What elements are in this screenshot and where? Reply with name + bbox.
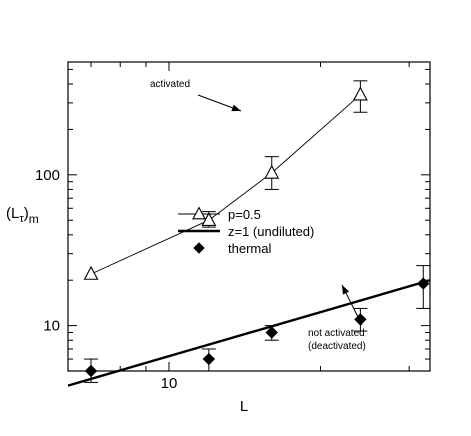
axis-tick-labels: 10 10 100 bbox=[35, 167, 177, 392]
series-layer bbox=[67, 80, 431, 387]
y-axis-label-close: ) bbox=[24, 205, 29, 222]
series-z1 bbox=[67, 279, 431, 387]
legend-marker-thermal bbox=[193, 242, 205, 254]
series-p05-point bbox=[264, 164, 280, 179]
y-axis-label-open: (L bbox=[6, 205, 19, 222]
legend-label-z1: z=1 (undiluted) bbox=[228, 224, 314, 239]
series-p05-point bbox=[352, 86, 368, 101]
x-axis-label: L bbox=[240, 398, 248, 415]
series-thermal-point bbox=[265, 326, 278, 339]
legend-label-thermal: thermal bbox=[228, 241, 271, 256]
series-p05-line bbox=[90, 94, 361, 275]
series-p05-point bbox=[83, 265, 99, 280]
series-z1-line bbox=[67, 279, 431, 387]
y-axis-label-subscript: m bbox=[29, 212, 39, 226]
annotation-activated-arrow bbox=[197, 94, 242, 112]
annotation-deactivated: (deactivated) bbox=[308, 341, 366, 352]
series-thermal bbox=[84, 265, 431, 383]
axis-ticks bbox=[68, 62, 430, 372]
annotations: activated not activated (deactivated) bbox=[150, 79, 366, 352]
y-axis-label-sub: τ bbox=[19, 213, 24, 225]
y-tick-label: 100 bbox=[35, 167, 60, 184]
annotation-not-activated: not activated bbox=[308, 328, 365, 339]
y-axis-label: (Lτ)m bbox=[6, 205, 39, 226]
series-thermal-point bbox=[417, 277, 430, 290]
y-tick-label: 10 bbox=[43, 318, 60, 335]
x-tick-label: 10 bbox=[161, 375, 178, 392]
annotation-activated: activated bbox=[150, 79, 190, 90]
arrow-head bbox=[342, 285, 350, 295]
series-thermal-point bbox=[354, 313, 367, 326]
legend-label-p05: p=0.5 bbox=[228, 207, 261, 222]
series-thermal-point bbox=[202, 352, 216, 366]
series-p05 bbox=[83, 80, 368, 280]
legend-item-z1: z=1 (undiluted) bbox=[178, 224, 314, 239]
legend: p=0.5 z=1 (undiluted) thermal bbox=[178, 206, 314, 256]
arrow-head bbox=[231, 104, 241, 112]
legend-item-thermal: thermal bbox=[193, 241, 271, 256]
plot-frame bbox=[67, 61, 431, 372]
series-thermal-point bbox=[84, 364, 98, 378]
legend-item-p05: p=0.5 bbox=[178, 206, 261, 222]
legend-marker-p05 bbox=[192, 206, 206, 220]
annotation-not-activated-arrow bbox=[341, 284, 363, 326]
